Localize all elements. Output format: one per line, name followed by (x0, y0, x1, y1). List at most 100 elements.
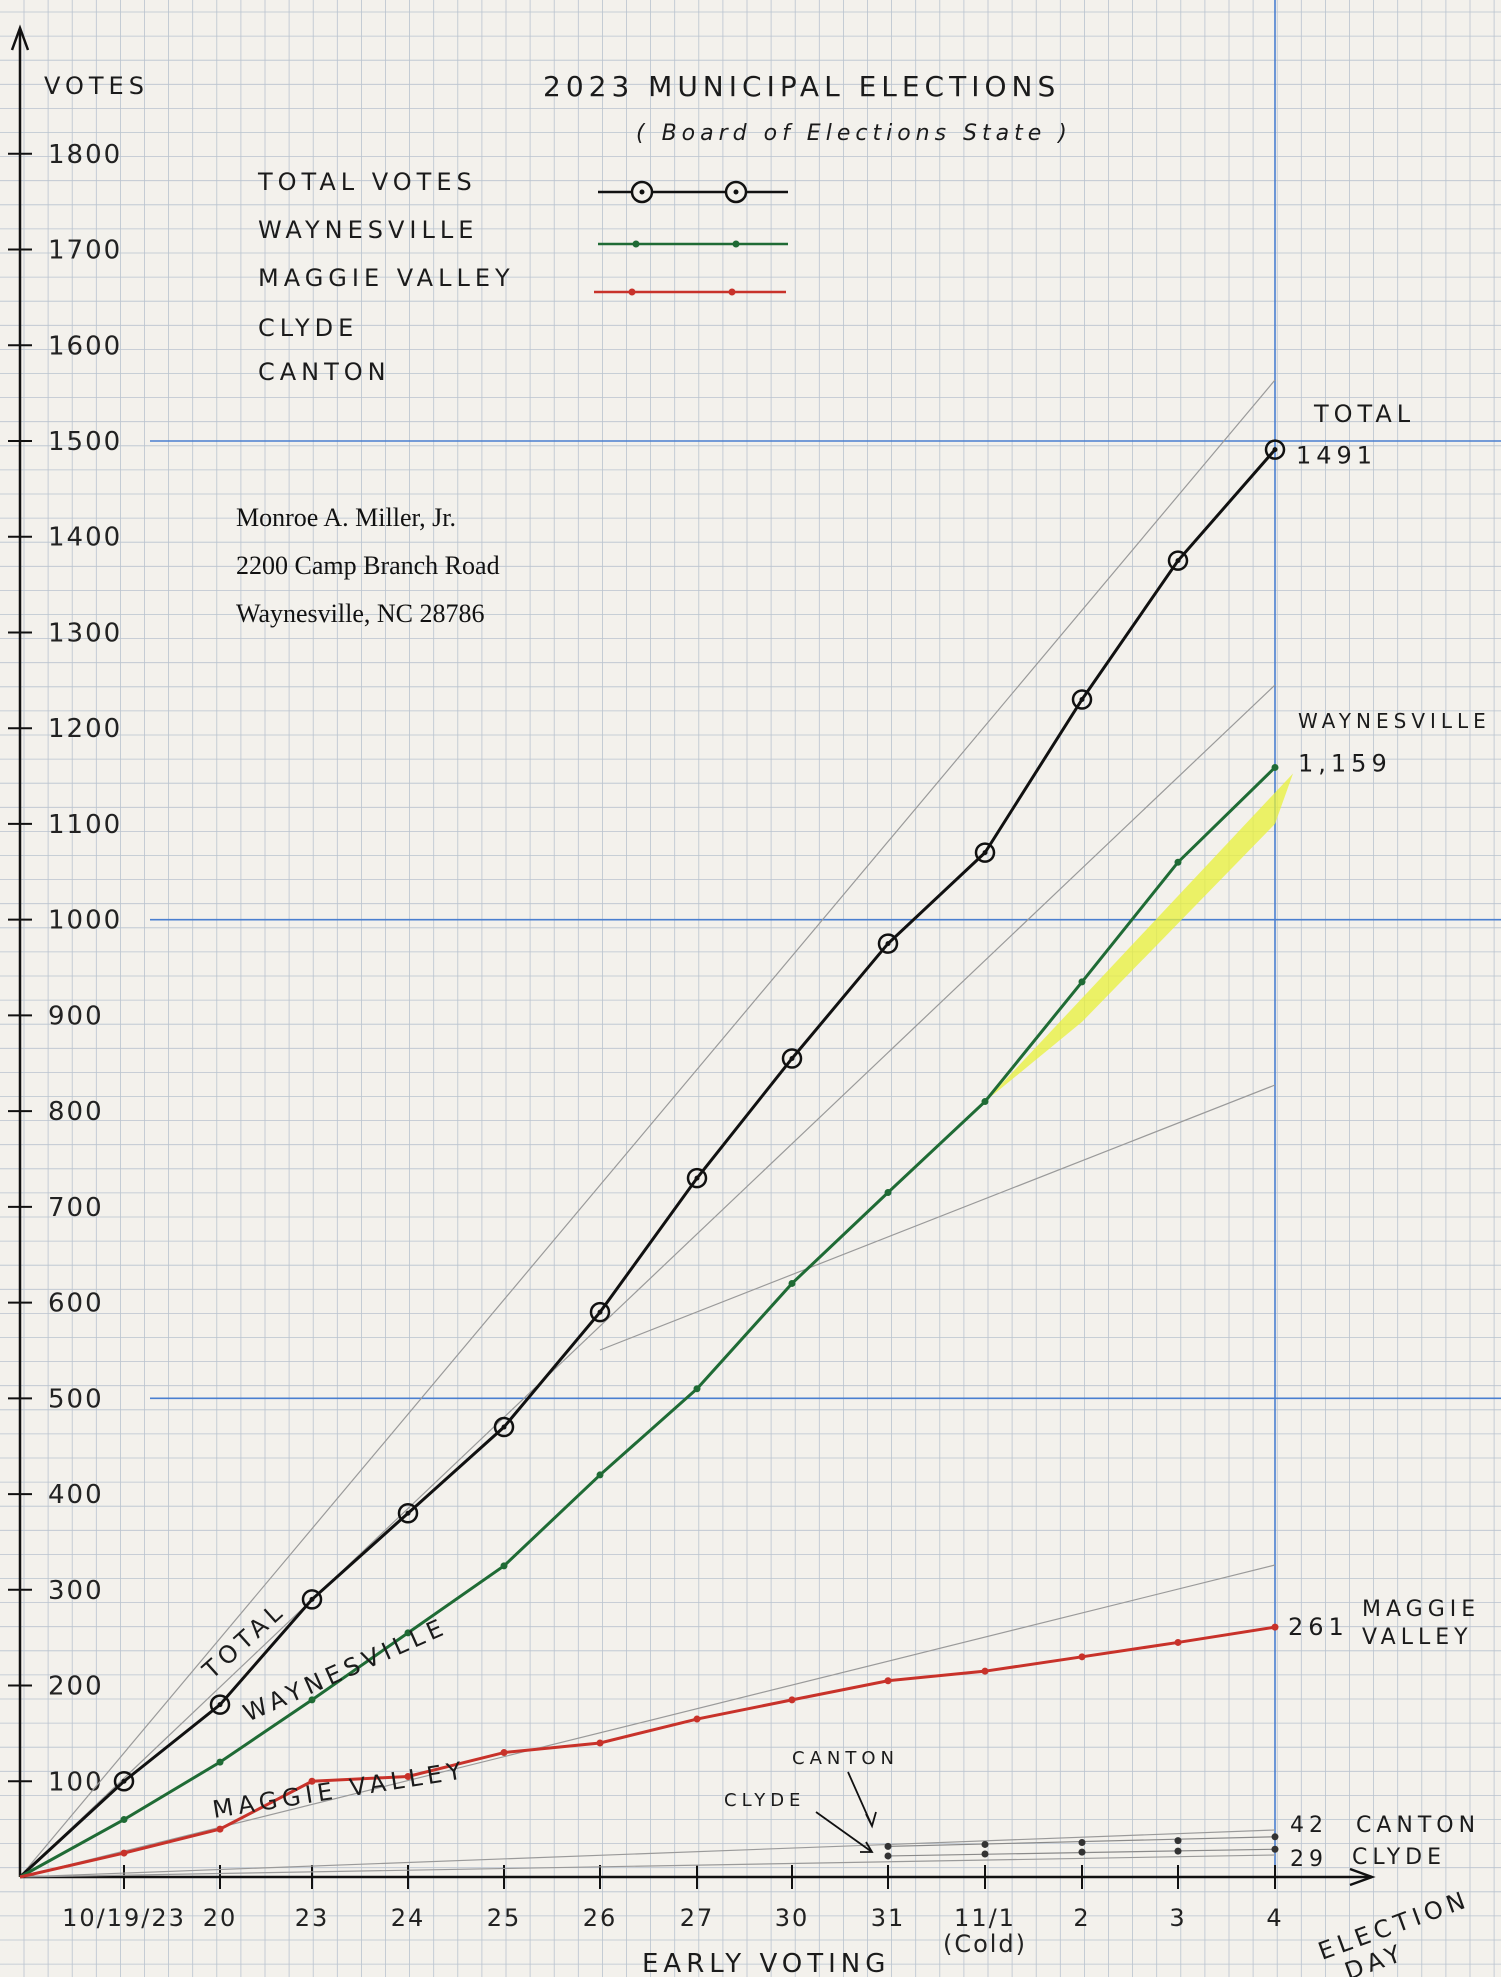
data-point-waynesville (404, 1629, 412, 1637)
legend-label: MAGGIE VALLEY (258, 264, 515, 292)
data-point-maggie-valley (404, 1772, 412, 1780)
data-point-clyde (1078, 1848, 1086, 1856)
data-point-maggie-valley (120, 1849, 128, 1857)
trend-guide-line (599, 1084, 1276, 1351)
data-point-total (589, 1301, 611, 1323)
address-line-2: 2200 Camp Branch Road (236, 551, 500, 580)
x-tick-label: 4 (1266, 1904, 1283, 1932)
y-tick-label: 1300 (48, 618, 122, 648)
data-point-total (974, 842, 996, 863)
data-point-waynesville (596, 1471, 604, 1479)
data-point-canton (1271, 1833, 1279, 1841)
x-axis-label: EARLY VOTING (642, 1949, 890, 1977)
y-tick-label: 1600 (48, 331, 122, 361)
data-point-total (209, 1694, 231, 1715)
y-tick-label: 900 (48, 1001, 104, 1031)
end-tag-clyde: CLYDE (1352, 1845, 1446, 1870)
x-tick-label: 3 (1169, 1904, 1186, 1932)
series-line-waynesville (19, 766, 1277, 1879)
trend-guide-line (19, 1854, 1276, 1878)
legend-label: CLYDE (258, 314, 358, 342)
data-point-total (686, 1167, 708, 1189)
data-point-maggie-valley (788, 1696, 796, 1704)
y-tick-label: 100 (48, 1767, 104, 1797)
end-value-waynesville: 1,159 (1298, 749, 1392, 777)
y-tick-label: 300 (48, 1576, 104, 1606)
data-point-maggie-valley (693, 1715, 701, 1723)
data-point-total (781, 1048, 803, 1069)
end-value-total: 1491 (1296, 442, 1377, 470)
x-tick-label: 23 (295, 1904, 330, 1932)
data-point-canton (884, 1842, 892, 1850)
x-tick-note: (Cold) (943, 1930, 1027, 1958)
y-tick-label: 400 (48, 1480, 104, 1510)
x-tick-label: 10/19/23 (62, 1904, 186, 1932)
data-point-maggie-valley (981, 1667, 989, 1675)
data-point-total (113, 1771, 135, 1792)
callout-clyde: CLYDE (724, 1790, 805, 1811)
data-point-total-center (694, 1175, 700, 1181)
data-point-total-center (501, 1424, 507, 1430)
callout-arrow-clyde (815, 1811, 874, 1853)
legend-marker-maggie-valley (628, 288, 636, 296)
y-tick-label: 1500 (48, 427, 122, 457)
series-tag-maggie-valley: MAGGIE VALLEY (211, 1756, 469, 1824)
y-axis-label: VOTES (44, 72, 149, 100)
trend-guide-line (19, 379, 1276, 1878)
highlight-shape (985, 773, 1293, 1102)
data-point-total-center (1272, 447, 1278, 453)
x-tick-label: 26 (583, 1904, 618, 1932)
legend-marker-total-center (733, 189, 739, 195)
x-axis-arrow (1349, 1867, 1376, 1887)
end-value-maggie-valley: 261 (1288, 1613, 1349, 1641)
data-point-waynesville (1174, 858, 1182, 866)
legend-marker-waynesville (632, 240, 640, 248)
return-address: Monroe A. Miller, Jr. 2200 Camp Branch R… (236, 494, 500, 638)
trend-guide-line (19, 684, 1276, 1878)
chart-title: 2023 MUNICIPAL ELECTIONS (543, 70, 1060, 103)
data-point-maggie-valley (596, 1739, 604, 1747)
series-line-maggie-valley (19, 1625, 1276, 1879)
y-tick-label: 1700 (48, 236, 122, 266)
y-tick-label: 800 (48, 1097, 104, 1127)
data-point-total (1167, 550, 1189, 571)
data-point-waynesville (693, 1385, 701, 1393)
data-point-total (301, 1589, 323, 1610)
data-point-waynesville (884, 1189, 892, 1197)
x-tick-label: 31 (871, 1904, 906, 1932)
data-point-total-center (309, 1596, 315, 1602)
x-tick-label: 2 (1073, 1904, 1090, 1932)
address-line-3: Waynesville, NC 28786 (236, 599, 485, 628)
data-point-waynesville (120, 1816, 128, 1824)
data-point-maggie-valley (1174, 1638, 1182, 1646)
waynesville-highlight (985, 773, 1293, 1102)
data-point-total-center (1079, 696, 1085, 702)
data-point-total (877, 933, 899, 954)
end-tag-waynesville: WAYNESVILLE (1298, 709, 1491, 733)
data-point-maggie-valley (500, 1749, 508, 1757)
chart-subtitle: ( Board of Elections State ) (636, 121, 1072, 146)
y-tick-label: 1800 (48, 140, 122, 170)
data-point-clyde (1271, 1845, 1279, 1853)
data-point-total (1264, 439, 1286, 460)
end-value-canton: 42 (1290, 1813, 1328, 1838)
data-point-waynesville (1078, 978, 1086, 986)
data-point-total-center (1175, 558, 1181, 564)
data-point-maggie-valley (308, 1777, 316, 1785)
end-tag-maggie: MAGGIE (1362, 1597, 1480, 1622)
trend-guide-line (19, 1564, 1276, 1878)
data-point-canton (1078, 1839, 1086, 1847)
end-tag-total: TOTAL (1313, 400, 1415, 428)
data-point-total-center (885, 941, 891, 947)
x-tick-label: 27 (680, 1904, 715, 1932)
data-point-maggie-valley (1271, 1623, 1279, 1631)
data-point-total-center (982, 850, 988, 856)
y-tick-label: 1100 (48, 810, 122, 840)
chart-axes: 100 200 300 400 500 600 700 800 900 1000 1100 1200 1… (8, 24, 1376, 1958)
data-point-total-center (217, 1702, 223, 1708)
x-tick-label: 24 (391, 1904, 426, 1932)
data-point-total-center (789, 1055, 795, 1061)
data-point-clyde (1174, 1847, 1182, 1855)
